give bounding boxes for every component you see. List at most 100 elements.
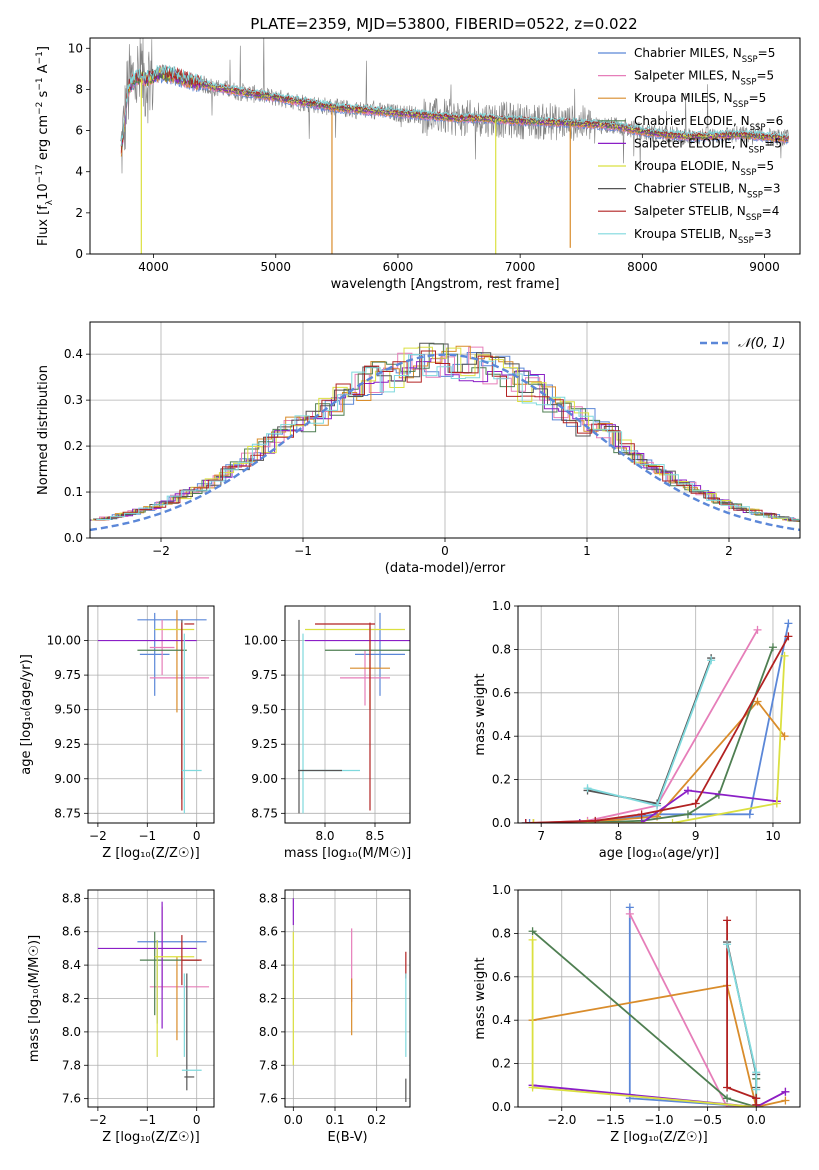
weight_age-ytick-label: 0.0 xyxy=(492,816,511,830)
spectrum-plot-area xyxy=(120,38,790,254)
age_z-plot-area xyxy=(97,610,210,814)
weight_z-xlabel: Z [log₁₀(Z/Z☉)] xyxy=(610,1130,707,1145)
legend-label-SE: Salpeter ELODIE, NSSP=5 xyxy=(634,136,782,155)
mass_ebv-ytick-label: 7.8 xyxy=(259,1058,278,1072)
weight_z-xtick-label: −0.5 xyxy=(693,1113,722,1127)
legend-label-CE: Chabrier ELODIE, NSSP=6 xyxy=(634,114,783,133)
weight_z-xtick-label: −1.5 xyxy=(596,1113,625,1127)
weight_z-ytick-label: 0.8 xyxy=(492,926,511,940)
age_mass-plot-area xyxy=(298,612,410,814)
mass_z-ytick-label: 8.2 xyxy=(62,992,81,1006)
weight_age-marker-KE xyxy=(780,651,789,660)
age_mass-ytick-label: 10.00 xyxy=(244,634,278,648)
age_mass-xtick-label: 8.0 xyxy=(315,829,334,843)
mass_ebv-ytick-label: 8.4 xyxy=(259,958,278,972)
spectrum-ytick-label: 10 xyxy=(68,41,83,55)
spectrum-xtick-label: 8000 xyxy=(627,260,658,274)
residual-hist-KE xyxy=(91,346,800,522)
mass_z-ytick-label: 7.8 xyxy=(62,1058,81,1072)
weight_z-marker-SS xyxy=(723,916,732,925)
legend-label-SS: Salpeter STELIB, NSSP=4 xyxy=(634,204,779,223)
spectrum-xtick-label: 6000 xyxy=(383,260,414,274)
mass_ebv-xtick-label: 0.2 xyxy=(367,1113,386,1127)
residuals-ylabel: Normed distribution xyxy=(36,365,51,495)
weight_age-ytick-label: 1.0 xyxy=(492,599,511,613)
spectrum-ytick-label: 6 xyxy=(75,124,83,138)
weight_z-marker-SM xyxy=(625,909,634,918)
weight_age-marker-SE xyxy=(575,819,584,823)
residuals-xtick-label: −1 xyxy=(294,544,312,558)
weight_age-frame xyxy=(517,605,801,824)
mass_ebv-plot-area xyxy=(292,898,407,1102)
gaussian-legend-label: 𝒩(0, 1) xyxy=(738,336,785,351)
age_mass-ytick-label: 9.50 xyxy=(251,703,278,717)
weight_z-frame xyxy=(517,889,801,1108)
weight_age-marker-KM xyxy=(753,697,762,706)
mass_z-xlabel: Z [log₁₀(Z/Z☉)] xyxy=(102,1130,199,1145)
residuals-frame xyxy=(89,321,801,539)
age_z-xlabel: Z [log₁₀(Z/Z☉)] xyxy=(102,846,199,861)
spectrum-xlabel: wavelength [Angstrom, rest frame] xyxy=(331,277,560,292)
spectrum-ylabel: Flux [fλ10−17 erg cm−2 s−1 A−1] xyxy=(35,46,55,246)
legend-label-KM: Kroupa MILES, NSSP=5 xyxy=(634,91,766,110)
weight_age-marker-KS xyxy=(583,784,592,793)
residuals-xtick-label: 0 xyxy=(441,544,449,558)
weight_age-marker-SS xyxy=(637,810,646,819)
spectrum-xtick-label: 5000 xyxy=(260,260,291,274)
spectrum-model-KS xyxy=(120,64,789,147)
age_z-ytick-label: 9.50 xyxy=(54,703,81,717)
age_z-frame xyxy=(87,605,215,824)
weight_age-ytick-label: 0.8 xyxy=(492,642,511,656)
residuals-plot-area xyxy=(90,342,800,532)
weight_age-plot-area xyxy=(521,619,793,823)
residuals-ytick-label: 0.3 xyxy=(64,393,83,407)
age_z-xtick-label: −2 xyxy=(89,829,107,843)
weight_z-marker-KS xyxy=(723,940,732,949)
weight_z-line-KM xyxy=(532,984,786,1107)
weight_age-marker-CM xyxy=(745,810,754,819)
mass_z-frame xyxy=(87,889,215,1108)
spectrum-ytick-label: 4 xyxy=(75,165,83,179)
residuals-xtick-label: 2 xyxy=(725,544,733,558)
residual-hist-SS xyxy=(94,350,800,521)
mass_ebv-xlabel: E(B-V) xyxy=(327,1130,367,1145)
weight_z-marker-KS xyxy=(752,1085,761,1094)
mass_ebv-ytick-label: 8.2 xyxy=(259,992,278,1006)
weight_age-marker-SE xyxy=(683,786,692,795)
residuals-xlabel: (data-model)/error xyxy=(385,561,506,576)
mass_z-ylabel: mass [log₁₀(M/M☉)] xyxy=(27,935,42,1062)
age_z-ytick-label: 10.00 xyxy=(47,634,81,648)
age_mass-errorbar-CM xyxy=(355,612,405,696)
legend-label-CM: Chabrier MILES, NSSP=5 xyxy=(634,46,775,65)
weight_z-xtick-label: 0.0 xyxy=(747,1113,766,1127)
mass_z-xtick-label: −1 xyxy=(138,1113,156,1127)
legend-label-KE: Kroupa ELODIE, NSSP=5 xyxy=(634,159,774,178)
weight_age-ytick-label: 0.6 xyxy=(492,686,511,700)
spectrum-ytick-label: 0 xyxy=(75,247,83,261)
weight_age-line-SE xyxy=(525,789,777,823)
weight_age-line-KE xyxy=(533,655,786,823)
weight_z-xtick-label: −1.0 xyxy=(644,1113,673,1127)
weight_age-marker-KE xyxy=(668,819,677,823)
weight_z-marker-KE xyxy=(528,935,537,944)
mass_z-ytick-label: 8.0 xyxy=(62,1025,81,1039)
mass_z-ytick-label: 8.4 xyxy=(62,958,81,972)
weight_age-xlabel: age [log₁₀(age/yr)] xyxy=(599,846,720,861)
age_mass-frame xyxy=(284,605,411,824)
age_mass-ytick-label: 9.25 xyxy=(251,737,278,751)
mass_ebv-ytick-label: 8.6 xyxy=(259,925,278,939)
age_z-ylabel: age [log₁₀(age/yr)] xyxy=(19,654,34,775)
weight_age-marker-CE xyxy=(768,643,777,652)
mass_z-xtick-label: 0 xyxy=(193,1113,201,1127)
weight_z-line-SE xyxy=(532,1084,786,1107)
weight_age-marker-CM xyxy=(525,819,534,823)
residual-hist-CS xyxy=(93,342,800,522)
weight_age-marker-KE xyxy=(529,819,538,823)
weight_z-ytick-label: 0.6 xyxy=(492,970,511,984)
age_mass-errorbar-SM xyxy=(340,650,390,706)
weight_age-marker-KE xyxy=(772,799,781,808)
residuals-xtick-label: 1 xyxy=(583,544,591,558)
weight_z-marker-SE xyxy=(781,1087,790,1096)
mass_z-ytick-label: 8.6 xyxy=(62,925,81,939)
